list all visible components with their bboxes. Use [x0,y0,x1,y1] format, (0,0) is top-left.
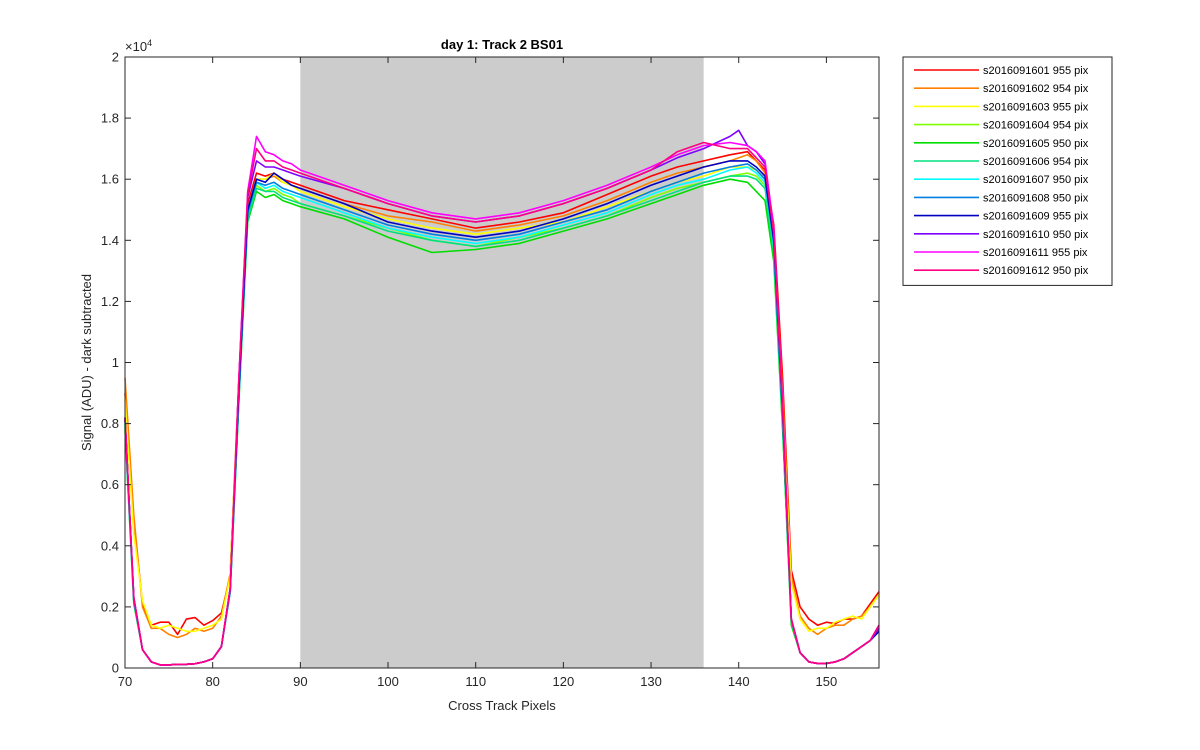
x-tick-label: 150 [816,674,838,689]
y-tick-label: 0.6 [101,477,119,492]
y-tick-label: 0.4 [101,538,119,553]
legend-label: s2016091609 955 pix [983,211,1089,223]
series-line-2 [124,154,880,639]
x-tick-label: 80 [205,674,219,689]
x-tick-label: 120 [553,674,575,689]
y-exponent-base: ×10 [125,39,147,54]
y-tick-label: 1.2 [101,294,119,309]
y-tick-label: 1.6 [101,172,119,187]
y-tick-label: 1.4 [101,233,119,248]
x-tick-label: 130 [640,674,662,689]
legend-label: s2016091605 950 pix [983,138,1089,150]
y-tick-label: 0.2 [101,599,119,614]
y-exponent-power: 4 [147,38,152,48]
x-tick-label: 110 [465,674,486,689]
x-tick-label: 90 [293,674,307,689]
legend-label: s2016091603 955 pix [983,101,1089,113]
legend-label: s2016091606 954 pix [983,156,1089,168]
legend-label: s2016091601 955 pix [983,65,1089,77]
legend-label: s2016091610 950 pix [983,229,1089,241]
legend-label: s2016091607 950 pix [983,174,1089,186]
y-tick-label: 1.8 [101,111,119,126]
x-axis-title: Cross Track Pixels [448,698,556,713]
legend-label: s2016091612 950 pix [983,265,1089,277]
legend-label: s2016091604 954 pix [983,120,1089,132]
legend-label: s2016091602 954 pix [983,83,1089,95]
y-tick-label: 1 [112,355,119,370]
shaded-region [300,57,704,668]
y-tick-label: 2 [112,50,119,65]
series-line-3 [124,166,880,633]
legend-label: s2016091608 950 pix [983,192,1089,204]
legend-box [902,56,1113,286]
y-exponent-label: ×104 [125,38,152,54]
y-tick-label: 0.8 [101,416,119,431]
series-line-12 [124,141,880,666]
y-axis-title: Signal (ADU) - dark subtracted [79,274,94,451]
chart-title: day 1: Track 2 BS01 [441,37,563,52]
legend: s2016091601 955 pix s2016091602 954 pix s2… [902,56,1113,286]
legend-label: s2016091611 955 pix [983,247,1088,259]
y-tick-label: 0 [112,661,119,676]
x-tick-label: 140 [728,674,750,689]
x-tick-label: 100 [377,674,399,689]
x-tick-label: 70 [118,674,132,689]
series-line-1 [124,150,880,636]
